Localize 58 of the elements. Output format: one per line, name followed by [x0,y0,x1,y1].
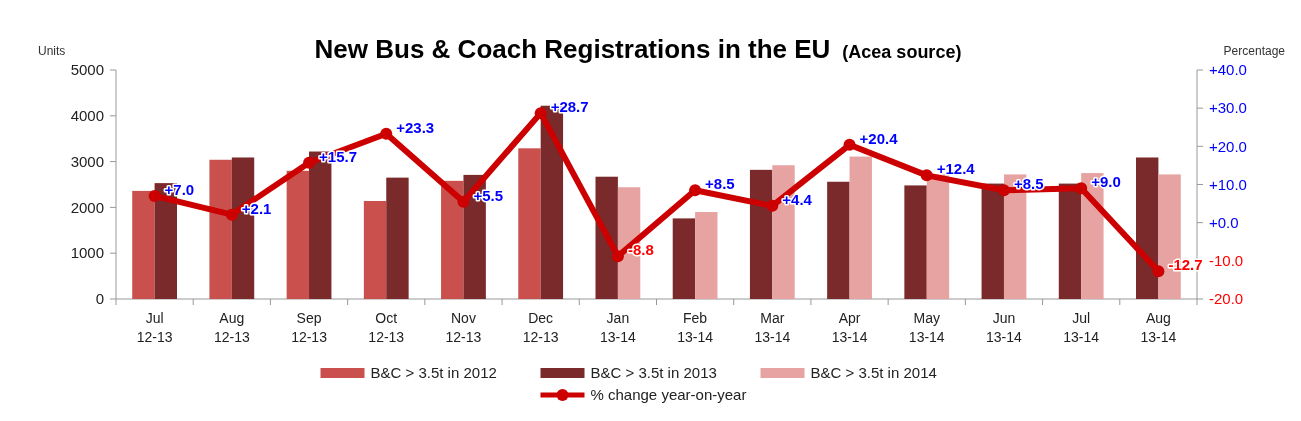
data-label: -12.7 [1168,256,1203,274]
y-tick-label: 0 [95,290,104,308]
data-label: +20.4 [859,129,899,147]
y-tick-label: 3000 [70,152,104,170]
legend-label: B&C > 3.5t in 2013 [590,364,717,382]
x-tick-label: Dec 12-13 [522,310,559,345]
x-tick-label: Sep 12-13 [291,310,328,345]
data-label: +9.0 [1091,173,1121,191]
y-tick-label: 5000 [70,61,104,79]
x-tick-label: Mar 13-14 [754,310,791,345]
y-axis-title: Units [38,44,66,58]
point [457,195,470,208]
x-tick-label: Jan 13-14 [599,310,637,345]
y2-tick-label: +20.0 [1209,137,1247,155]
point [689,184,702,197]
data-label: -8.8 [627,241,654,259]
point [1075,182,1088,195]
y2-tick-label: +30.0 [1209,99,1247,117]
legend-label: B&C > 3.5t in 2012 [370,364,497,382]
chart-subtitle: (Acea source) [842,42,962,62]
x-tick-label: Jul 13-14 [1063,310,1100,345]
x-tick-label: Nov 12-13 [445,310,482,345]
point [380,127,393,140]
y2-tick-label: +10.0 [1209,175,1247,193]
data-label: +12.4 [936,160,976,178]
y-tick-label: 1000 [70,244,104,262]
point [611,250,624,263]
legend-label: B&C > 3.5t in 2014 [810,364,937,382]
y2-tick-label: +0.0 [1209,213,1239,231]
y-tick-label: 4000 [70,107,104,125]
point [225,208,238,221]
point [1152,265,1165,278]
point [843,138,856,151]
y2-tick-label: -10.0 [1209,252,1244,270]
point [148,189,161,202]
x-tick-label: Feb 13-14 [677,310,714,345]
legend-label: % change year-on-year [590,386,747,404]
chart-title: New Bus & Coach Registrations in the EU [314,34,831,64]
x-tick-label: Jun 13-14 [986,310,1023,345]
point [997,184,1010,197]
data-label: +23.3 [396,118,435,136]
x-tick-label: Oct 12-13 [368,310,405,345]
x-tick-label: Apr 13-14 [831,310,868,345]
y-tick-label: 2000 [70,198,104,216]
data-label: +28.7 [550,98,589,116]
y2-axis-title: Percentage [1223,44,1286,58]
y2-tick-label: +40.0 [1209,61,1247,79]
point [534,107,547,120]
data-label: +8.5 [705,175,735,193]
x-tick-label: Jul 12-13 [136,310,173,345]
point [766,199,779,212]
point [920,169,933,182]
x-tick-label: Aug 13-14 [1140,310,1177,345]
data-label: +4.4 [782,190,813,208]
x-tick-label: May 13-14 [908,310,945,345]
y2-tick-label: -20.0 [1209,290,1244,308]
x-tick-label: Aug 12-13 [213,310,250,345]
point [303,156,316,169]
